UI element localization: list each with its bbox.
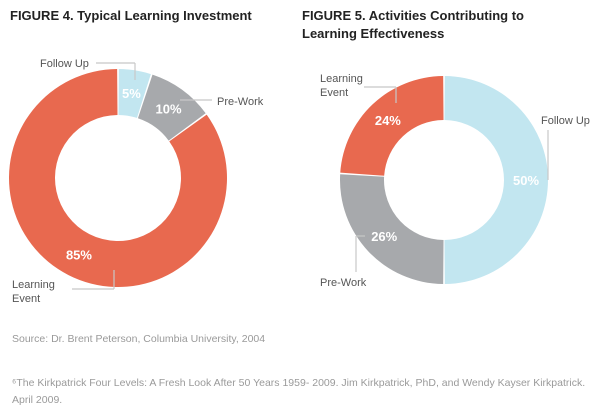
chart5-label-pre-work: Pre-Work: [320, 277, 367, 289]
chart5-slice-follow-up: [444, 76, 549, 284]
chart5-label-follow-up: Follow Up: [541, 115, 590, 127]
chart4-label-learning-event: Event: [12, 293, 40, 305]
chart4-label-learning-event: Learning: [12, 279, 55, 291]
figure-4-title: FIGURE 4. Typical Learning Investment: [10, 8, 252, 23]
chart5-value-pre-work: 26%: [371, 229, 397, 244]
chart4-value-learning-event: 85%: [66, 248, 92, 263]
chart5-label-learning-event: Learning: [320, 73, 363, 85]
chart4-slice-pre-work: [137, 74, 206, 141]
chart4-label-pre-work: Pre-Work: [217, 96, 264, 108]
chart5-value-learning-event: 24%: [375, 113, 401, 128]
chart4-value-pre-work: 10%: [156, 101, 182, 116]
chart5-slice-pre-work: [340, 174, 444, 284]
chart5-value-follow-up: 50%: [513, 173, 539, 188]
source-note: Source: Dr. Brent Peterson, Columbia Uni…: [12, 333, 266, 345]
chart5-slice-learning-event: [340, 76, 444, 176]
chart4-value-follow-up: 5%: [122, 86, 141, 101]
footnote: ⁶The Kirkpatrick Four Levels: A Fresh Lo…: [12, 377, 586, 406]
chart4-slice-follow-up: [118, 69, 151, 118]
figure-5-title: FIGURE 5. Activities Contributing to Lea…: [302, 8, 524, 41]
chart4-slice-learning-event: [8, 69, 227, 288]
chart5-label-learning-event: Event: [320, 87, 348, 99]
chart4-label-follow-up: Follow Up: [40, 58, 89, 70]
